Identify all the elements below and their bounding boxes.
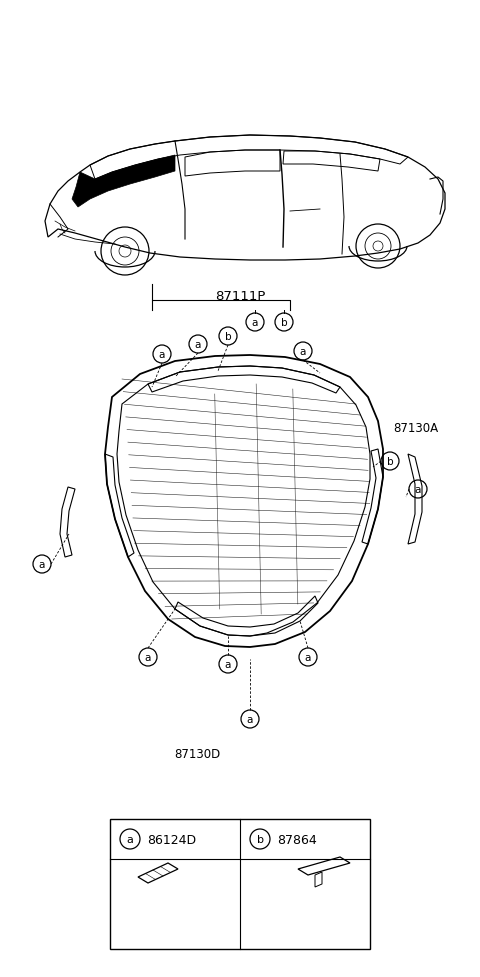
Text: 86124D: 86124D <box>147 832 196 846</box>
Text: a: a <box>225 659 231 669</box>
Text: a: a <box>145 653 151 662</box>
Text: 87864: 87864 <box>277 832 317 846</box>
Text: 87111P: 87111P <box>215 290 265 303</box>
Text: b: b <box>256 834 264 844</box>
Text: a: a <box>127 834 133 844</box>
Text: a: a <box>300 347 306 357</box>
Text: a: a <box>195 340 201 350</box>
Text: 87130A: 87130A <box>393 421 438 434</box>
Text: a: a <box>159 350 165 360</box>
Text: 87130D: 87130D <box>174 747 220 760</box>
Text: a: a <box>252 318 258 327</box>
Text: b: b <box>225 331 231 342</box>
Text: b: b <box>387 456 393 467</box>
Text: a: a <box>415 485 421 494</box>
Text: a: a <box>305 653 311 662</box>
Text: b: b <box>281 318 288 327</box>
Text: a: a <box>39 560 45 570</box>
Polygon shape <box>72 156 175 208</box>
Text: a: a <box>247 714 253 724</box>
